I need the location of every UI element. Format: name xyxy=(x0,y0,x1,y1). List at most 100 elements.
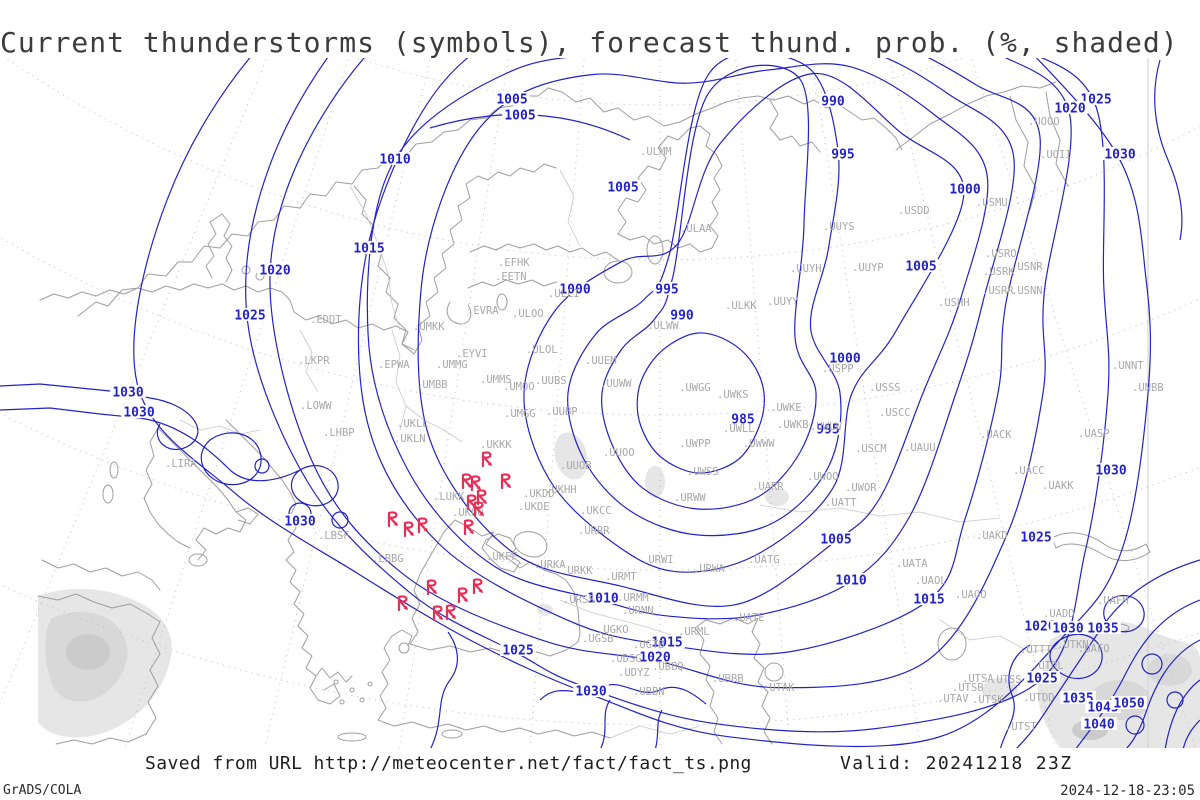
station-label: .LHBP xyxy=(323,427,355,439)
station-label: .UMMG xyxy=(436,359,468,371)
page-title: Current thunderstorms (symbols), forecas… xyxy=(0,26,1179,59)
station-label: .UTAV xyxy=(937,693,969,705)
thunderstorm-icon xyxy=(417,517,429,534)
station-label: .URMN xyxy=(622,605,654,617)
station-label: .UWKB xyxy=(777,419,809,431)
station-label: .UWOO xyxy=(807,471,839,483)
station-label: .UUBP xyxy=(546,406,578,418)
station-label: .LUKK xyxy=(433,491,465,503)
thunderstorm-icon xyxy=(500,473,512,490)
station-label: .UTSA xyxy=(962,673,994,685)
contour-label: 1025 xyxy=(502,644,533,659)
contour-label: 1030 xyxy=(284,515,315,530)
contour-label: 1030 xyxy=(112,386,143,401)
contour-label: 1005 xyxy=(905,260,936,275)
station-label: .UTST xyxy=(1005,721,1037,733)
station-label: .USRR xyxy=(982,285,1014,297)
generator-caption: GrADS/COLA xyxy=(3,783,82,798)
contour-label: 1025 xyxy=(234,309,265,324)
thunderstorm-icon xyxy=(457,587,469,604)
station-label: .URKA xyxy=(534,559,566,571)
isobar-1015 xyxy=(357,58,1041,655)
station-label: .UUYH xyxy=(790,263,822,275)
station-label: .UNBB xyxy=(1132,382,1164,394)
contour-label: 1000 xyxy=(949,183,980,198)
station-label: .UWWW xyxy=(743,438,775,450)
contour-label: 1000 xyxy=(829,352,860,367)
station-label: .URML xyxy=(678,626,710,638)
station-label: .UWPP xyxy=(679,438,711,450)
station-label: .LOWW xyxy=(300,400,332,412)
station-label: .LBSF xyxy=(318,530,350,542)
thunderstorm-icon xyxy=(472,578,484,595)
contour-label: 995 xyxy=(831,148,854,163)
contour-label: 1030 xyxy=(1095,464,1126,479)
station-label: .URMM xyxy=(617,592,649,604)
station-label: .UTTT xyxy=(1020,644,1052,656)
station-label: .UTSS xyxy=(990,674,1022,686)
station-label: .LBBG xyxy=(372,553,404,565)
contour-label: 1030 xyxy=(123,406,154,421)
station-label: .USNR xyxy=(1011,261,1043,273)
station-label: .UKHH xyxy=(545,484,577,496)
station-label: .UMKK xyxy=(413,321,445,333)
station-label: .ULLI xyxy=(548,288,580,300)
station-label: .UUYY xyxy=(767,296,799,308)
saved-url-caption: Saved from URL http://meteocenter.net/fa… xyxy=(145,753,752,774)
station-label: .URMT xyxy=(605,571,637,583)
timestamp-caption: 2024-12-18-23:05 xyxy=(1060,783,1195,799)
contour-label: 990 xyxy=(821,95,845,110)
station-label: .UBBQ xyxy=(652,661,684,673)
contour-label: 1025 xyxy=(1026,672,1057,687)
station-label: .ULKK xyxy=(725,300,757,312)
station-label: .UTDD xyxy=(1023,692,1055,704)
station-label: .UBBN xyxy=(633,686,665,698)
contour-label: 1040 xyxy=(1083,718,1114,733)
isobar-990 xyxy=(601,64,817,510)
station-label: .UAKK xyxy=(1042,480,1074,492)
isobar-1030 xyxy=(133,58,1152,748)
station-label: .UDYZ xyxy=(618,667,650,679)
station-label: .ULAA xyxy=(680,223,712,235)
station-label: .UTAK xyxy=(763,682,795,694)
station-label: .UKLN xyxy=(394,433,426,445)
contour-label: 1030 xyxy=(1052,622,1083,637)
station-label: .EPWA xyxy=(378,359,410,371)
station-label: .UGKO xyxy=(597,624,629,636)
station-label: .UAUU xyxy=(904,442,936,454)
contour-label: 1000 xyxy=(559,283,590,298)
isobars-layer xyxy=(133,58,1152,748)
country-borders-layer xyxy=(179,169,1061,739)
contour-label: 1010 xyxy=(587,592,618,607)
contour-label: 985 xyxy=(731,413,754,428)
station-label: .UDSG xyxy=(610,653,642,665)
isobar-detail-layer xyxy=(0,59,1200,748)
station-label: .EETN xyxy=(495,271,527,283)
thunderstorm-icon xyxy=(403,521,415,538)
thunderstorm-icon xyxy=(461,473,473,490)
contour-label: 1020 xyxy=(1054,102,1085,117)
station-label: .USSS xyxy=(869,382,901,394)
contour-label: 1005 xyxy=(607,181,638,196)
station-label: .USCC xyxy=(879,407,911,419)
station-label: .UATA xyxy=(896,558,928,570)
station-label: .ULOL xyxy=(526,344,558,356)
station-label: .EVRA xyxy=(467,305,499,317)
station-label: .UKFF xyxy=(486,551,518,563)
station-label: .LKPR xyxy=(298,355,330,367)
thunderstorm-icon xyxy=(387,511,399,528)
contour-label: 1030 xyxy=(1104,148,1135,163)
station-label: .UKCC xyxy=(580,505,612,517)
station-label: .UAOO xyxy=(955,589,987,601)
station-label: .UUOO xyxy=(603,447,635,459)
station-label: .UUOB xyxy=(560,460,592,472)
station-label: .EFHK xyxy=(498,257,530,269)
station-label: .UARR xyxy=(752,481,784,493)
station-label: .USCM xyxy=(855,443,887,455)
isobar-995 xyxy=(567,58,842,537)
thunderstorm-icon xyxy=(481,451,493,468)
station-label: .USDD xyxy=(898,205,930,217)
station-label: .UATT xyxy=(825,497,857,509)
station-label: .UATG xyxy=(748,554,780,566)
